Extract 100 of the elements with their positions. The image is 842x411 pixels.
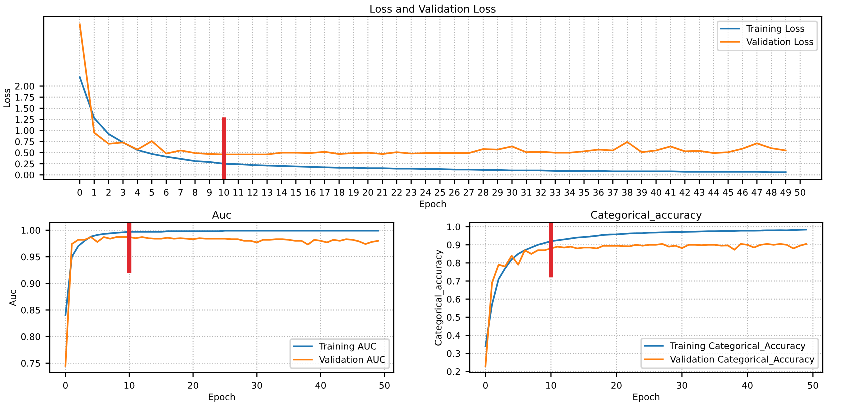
y-axis-title: Categorical_accuracy	[434, 250, 444, 346]
y-tick-label: 0.50	[15, 150, 34, 156]
x-tick-label: 10	[546, 382, 556, 390]
x-tick-label: 33	[550, 189, 560, 196]
x-tick-label: 4	[135, 189, 140, 196]
y-tick-label: 2.00	[16, 83, 34, 90]
legend-label: Validation Loss	[746, 38, 814, 46]
x-tick-label: 27	[464, 189, 474, 196]
y-tick-label: 1.25	[16, 116, 34, 124]
legend-label: Training Categorical_Accuracy	[670, 342, 806, 352]
y-tick-label: 0.2	[447, 368, 460, 376]
y-tick-label: 0.00	[15, 172, 34, 179]
x-tick-label: 3	[121, 189, 126, 196]
y-tick-label: 0.5	[447, 314, 460, 322]
x-tick-label: 20	[363, 189, 374, 196]
x-tick-label: 0	[78, 189, 82, 196]
y-axis-title: Auc	[10, 290, 16, 306]
x-tick-label: 0	[63, 382, 68, 390]
x-tick-label: 46	[737, 189, 748, 196]
x-tick-label: 29	[492, 189, 503, 196]
x-tick-label: 20	[188, 382, 198, 390]
y-tick-label: 0.4	[447, 332, 460, 340]
x-tick-label: 10	[124, 382, 135, 390]
x-tick-label: 36	[594, 189, 604, 196]
x-tick-label: 11	[234, 189, 244, 196]
y-tick-label: 0.80	[21, 334, 40, 340]
x-tick-label: 43	[694, 189, 705, 196]
x-tick-label: 25	[435, 189, 446, 196]
y-tick-label: 0.3	[447, 350, 460, 358]
y-tick-label: 0.85	[21, 306, 40, 314]
x-tick-label: 18	[334, 189, 344, 196]
legend-label: Validation Categorical_Accuracy	[670, 356, 815, 365]
x-tick-label: 34	[564, 189, 576, 196]
x-tick-label: 16	[306, 189, 316, 196]
x-tick-label: 15	[291, 189, 302, 196]
chart-title: Loss and Validation Loss	[370, 4, 496, 13]
x-tick-label: 28	[478, 189, 489, 196]
x-tick-label: 40	[316, 382, 326, 390]
x-tick-label: 39	[636, 189, 648, 196]
x-tick-label: 23	[406, 189, 416, 196]
x-tick-label: 14	[276, 189, 287, 196]
x-tick-label: 8	[193, 189, 198, 196]
x-tick-label: 32	[536, 189, 546, 196]
y-tick-label: 0.9	[447, 242, 460, 249]
y-tick-label: 1.00	[16, 127, 34, 134]
x-tick-label: 0	[483, 382, 488, 390]
y-tick-label: 0.95	[21, 254, 40, 261]
x-tick-label: 49	[780, 189, 792, 196]
x-tick-label: 20	[612, 382, 622, 390]
x-tick-label: 19	[349, 189, 359, 196]
x-tick-label: 31	[522, 189, 532, 196]
x-tick-label: 22	[392, 189, 402, 196]
x-tick-label: 42	[680, 189, 690, 196]
x-tick-label: 5	[150, 189, 154, 196]
x-tick-label: 48	[766, 189, 777, 196]
x-tick-label: 1	[92, 189, 96, 196]
y-tick-label: 1.0	[448, 224, 460, 231]
y-tick-label: 0.7	[447, 278, 460, 285]
x-tick-label: 6	[164, 189, 169, 196]
y-tick-label: 1.75	[16, 94, 34, 101]
y-tick-label: 0.90	[21, 280, 40, 288]
legend-label: Validation AUC	[319, 356, 386, 364]
y-tick-label: 0.25	[15, 160, 34, 168]
x-tick-label: 30	[252, 382, 262, 390]
x-tick-label: 50	[808, 382, 818, 390]
x-tick-label: 21	[377, 189, 388, 196]
y-tick-label: 0.75	[15, 138, 34, 146]
x-tick-label: 9	[207, 189, 212, 196]
x-tick-label: 37	[608, 189, 618, 196]
x-tick-label: 41	[665, 189, 676, 196]
x-axis-title: Epoch	[420, 200, 446, 210]
x-tick-label: 45	[723, 189, 734, 196]
x-tick-label: 50	[380, 382, 390, 390]
x-tick-label: 30	[507, 189, 518, 196]
line-series	[79, 76, 787, 174]
x-tick-label: 50	[795, 189, 806, 196]
line-series	[64, 230, 380, 316]
y-tick-label: 0.8	[447, 260, 460, 267]
legend-label: Training AUC	[319, 342, 376, 352]
chart-title: Auc	[212, 211, 232, 219]
legend-label: Training Loss	[746, 25, 804, 34]
x-tick-label: 44	[708, 189, 720, 196]
x-tick-label: 2	[106, 189, 111, 196]
x-tick-label: 10	[219, 189, 230, 196]
y-tick-label: 0.6	[447, 296, 460, 303]
y-tick-label: 1.50	[16, 105, 34, 112]
x-tick-label: 26	[450, 189, 460, 196]
x-tick-label: 13	[262, 189, 272, 196]
y-tick-label: 0.75	[21, 360, 40, 367]
x-axis-title: Epoch	[634, 394, 660, 402]
x-tick-label: 17	[320, 189, 330, 196]
x-tick-label: 47	[752, 189, 762, 196]
x-axis-title: Epoch	[209, 394, 236, 402]
y-axis-title: Loss	[4, 89, 10, 108]
x-tick-label: 24	[420, 189, 432, 196]
x-tick-label: 38	[622, 189, 633, 196]
x-tick-label: 30	[677, 382, 688, 390]
chart-title: Categorical_accuracy	[591, 210, 702, 222]
x-tick-label: 40	[742, 382, 753, 390]
x-tick-label: 40	[651, 189, 662, 196]
